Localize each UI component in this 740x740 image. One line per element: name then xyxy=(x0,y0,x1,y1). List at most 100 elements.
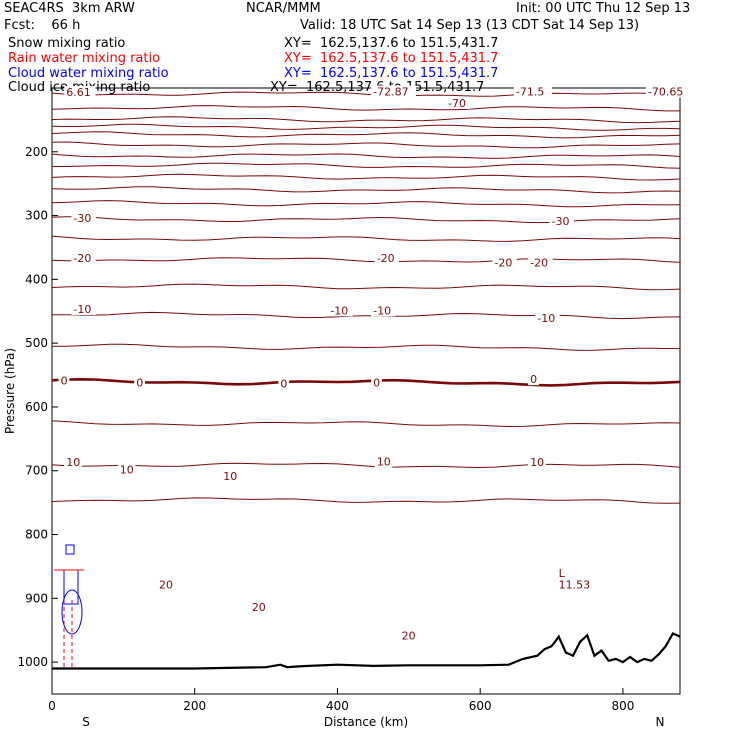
y-tick-label: 200 xyxy=(25,145,48,159)
contour-label-bg xyxy=(58,374,70,387)
field-label-cloud-water: Cloud water mixing ratio xyxy=(8,66,169,81)
contour-label-bg xyxy=(278,377,290,390)
contour-label-bg xyxy=(492,256,517,269)
contour-label-bg xyxy=(71,302,96,315)
isotherm-line xyxy=(51,257,681,263)
isotherm-line xyxy=(51,173,681,181)
y-tick-label: 600 xyxy=(25,400,48,414)
isotherm-line xyxy=(51,186,681,194)
contour-label-bg xyxy=(157,578,175,591)
contour-label: 20 xyxy=(252,601,266,614)
isotherm-line xyxy=(51,200,681,208)
contour-label-bg xyxy=(528,256,553,269)
end-label-south: S xyxy=(82,715,90,729)
contour-label-bg xyxy=(371,304,396,317)
contour-label: -71.5 xyxy=(516,85,544,98)
y-tick-label: 400 xyxy=(25,272,48,286)
isotherm-line xyxy=(51,123,681,131)
contour-label-bg xyxy=(399,629,418,642)
y-tick-label: 1000 xyxy=(17,655,48,669)
isotherm-line xyxy=(51,116,681,124)
contour-label-bg xyxy=(64,86,96,99)
x-tick-label: 0 xyxy=(48,699,56,713)
field-xy-cloud-water: XY= 162.5,137.6 to 151.5,431.7 xyxy=(284,66,499,81)
contour-label: -10 xyxy=(73,303,91,316)
isotherm-line xyxy=(51,235,681,242)
contour-label: -30 xyxy=(73,212,91,225)
contour-label: -72.87 xyxy=(373,85,408,98)
isotherm-line xyxy=(51,141,681,149)
contour-label: -30 xyxy=(552,215,570,228)
field-label-rain: Rain water mixing ratio xyxy=(8,51,161,66)
isotherm-line xyxy=(51,216,681,224)
contour-label: 10 xyxy=(66,456,80,469)
isotherm-line xyxy=(51,153,681,159)
isotherm-line xyxy=(51,91,681,97)
contour-label: 0 xyxy=(373,376,380,389)
x-tick-label: 600 xyxy=(469,699,492,713)
isotherm-line xyxy=(51,497,681,504)
valid-time: Valid: 18 UTC Sat 14 Sep 13 (13 CDT Sat … xyxy=(300,18,640,33)
isotherm-line xyxy=(51,420,681,428)
contour-label: 0 xyxy=(136,376,143,389)
contour-label: 10 xyxy=(377,455,391,468)
contour-label-bg xyxy=(71,211,96,224)
cloud-water-contour xyxy=(61,589,83,635)
isotherm-line xyxy=(51,283,681,291)
contour-label-bg xyxy=(371,85,416,98)
contour-label: -20 xyxy=(73,252,91,265)
contour-label-bg xyxy=(528,373,539,386)
contour-label: 0 xyxy=(280,378,287,391)
contour-label: -20 xyxy=(530,256,548,269)
isotherm-line xyxy=(52,311,681,320)
contour-label-bg xyxy=(513,85,552,98)
contour-label: 10 xyxy=(223,470,237,483)
contour-label: 20 xyxy=(159,579,173,592)
contour-label-bg xyxy=(556,567,568,580)
contour-label: -10 xyxy=(537,312,555,325)
contour-label: -20 xyxy=(494,256,512,269)
y-tick-label: 500 xyxy=(25,336,48,350)
contour-label-bg xyxy=(645,85,691,98)
contour-label: 10 xyxy=(120,464,134,477)
y-axis: 200 300 400 500 600 700 800 900 1000 xyxy=(17,145,58,669)
contour-label-bg xyxy=(371,376,382,389)
isotherm-line xyxy=(51,377,681,387)
contour-label: -70.65 xyxy=(648,85,683,98)
center-title: NCAR/MMM xyxy=(246,1,321,16)
contour-label-bg xyxy=(374,251,400,264)
contour-label: 20 xyxy=(402,630,416,643)
x-axis: 0 200 400 600 800 xyxy=(48,688,634,713)
cloud-water-top xyxy=(65,544,75,555)
contour-label: 11.53 xyxy=(559,579,591,592)
forecast-hour: Fcst: 66 h xyxy=(4,18,81,33)
isotherm-line xyxy=(52,343,681,351)
init-time: Init: 00 UTC Thu 12 Sep 13 xyxy=(516,1,691,16)
contour-label: L xyxy=(559,567,566,580)
field-xy-rain: XY= 162.5,137.6 to 151.5,431.7 xyxy=(284,51,499,66)
contour-label-bg xyxy=(249,600,268,613)
contour-label-bg xyxy=(528,456,546,469)
contour-label: 10 xyxy=(530,456,544,469)
contour-label: -20 xyxy=(377,252,395,265)
isotherm-line xyxy=(51,105,680,112)
contour-label-bg xyxy=(134,376,146,389)
end-label-north: N xyxy=(656,715,665,729)
x-tick-label: 400 xyxy=(326,699,349,713)
contour-label-bg xyxy=(446,96,471,109)
plot-frame xyxy=(51,87,681,695)
contour-label: 0 xyxy=(530,373,537,386)
x-axis-label: Distance (km) xyxy=(324,715,408,729)
contour-label-bg xyxy=(374,455,393,468)
x-tick-label: 200 xyxy=(183,699,206,713)
contour-label-bg xyxy=(71,251,96,264)
contour-labels: 6.61 -72.87 -70 -71.5 -70.65 -30 -30 -20 -20 -20 -… xyxy=(58,85,691,643)
contour-label: 0 xyxy=(61,374,68,387)
contour-label: -10 xyxy=(330,304,348,317)
contour-label-bg xyxy=(556,578,595,591)
field-xy-snow: XY= 162.5,137.6 to 151.5,431.7 xyxy=(284,36,499,51)
terrain-line xyxy=(52,631,681,670)
y-tick-label: 300 xyxy=(25,209,48,223)
contour-label-bg xyxy=(221,470,239,483)
cloud-water-core xyxy=(63,569,79,605)
